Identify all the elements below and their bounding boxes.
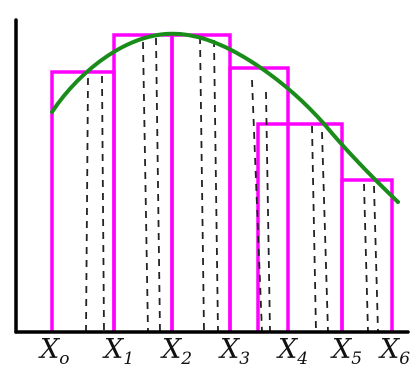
- dashed-line: [265, 91, 271, 333]
- tick-letter: X: [276, 334, 299, 365]
- tick-label-x3: X3: [218, 334, 250, 369]
- axes: [14, 18, 410, 334]
- tick-subscript: 3: [239, 349, 250, 369]
- dashed-line: [101, 75, 105, 333]
- dashed-line: [363, 183, 369, 333]
- rectangle-6: [340, 178, 394, 332]
- dashed-lines: [85, 36, 379, 333]
- dashed-line: [155, 37, 161, 333]
- tick-label-x5: X5: [330, 334, 362, 369]
- tick-subscript: 4: [296, 349, 308, 369]
- rectangle-5: [256, 122, 344, 332]
- dashed-line: [311, 125, 317, 333]
- tick-subscript: 2: [180, 349, 192, 369]
- dashed-line: [85, 77, 89, 333]
- dashed-line: [142, 41, 149, 333]
- x-tick-labels: Xo X1 X2 X3 X4 X5 X6: [38, 334, 410, 369]
- tick-label-x1: X1: [102, 334, 134, 369]
- tick-letter: X: [330, 334, 353, 365]
- tick-letter: X: [38, 334, 61, 365]
- tick-subscript: o: [59, 349, 69, 369]
- tick-letter: X: [218, 334, 241, 365]
- dashed-line: [373, 185, 379, 333]
- function-curve: [50, 31, 400, 204]
- rectangle-2: [112, 33, 174, 332]
- tick-label-x4: X4: [276, 334, 308, 369]
- tick-label-x2: X2: [160, 334, 192, 369]
- dashed-line: [213, 39, 219, 333]
- rectangle-1: [50, 70, 116, 332]
- dashed-line: [321, 131, 329, 333]
- tick-label-x0: Xo: [38, 334, 69, 369]
- tick-subscript: 1: [123, 349, 134, 369]
- tick-letter: X: [160, 334, 183, 365]
- dashed-line: [251, 79, 263, 333]
- tick-label-x6: X6: [378, 334, 410, 369]
- tick-letter: X: [378, 334, 401, 365]
- dashed-line: [199, 36, 205, 333]
- tick-subscript: 5: [351, 349, 362, 369]
- tick-subscript: 6: [399, 349, 410, 369]
- tick-letter: X: [102, 334, 125, 365]
